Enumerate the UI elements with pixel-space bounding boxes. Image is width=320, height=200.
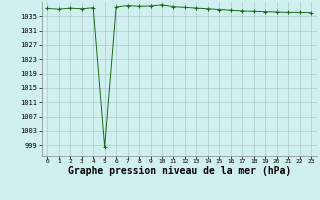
X-axis label: Graphe pression niveau de la mer (hPa): Graphe pression niveau de la mer (hPa) (68, 166, 291, 176)
